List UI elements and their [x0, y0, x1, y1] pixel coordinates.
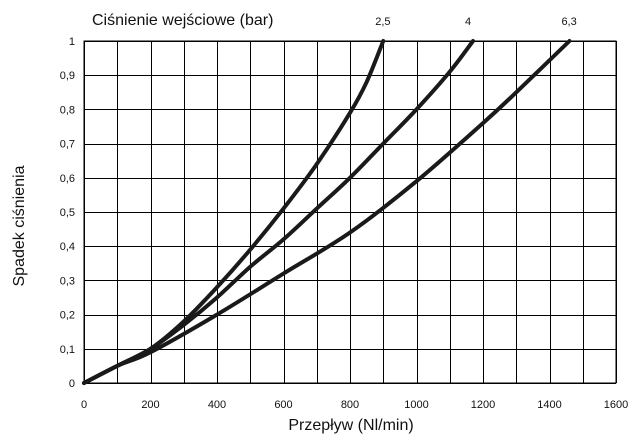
- y-tick-labels: 0 0,1 0,2 0,3 0,4 0,5 0,6 0,7 0,8 0,9 1: [60, 36, 75, 390]
- y-tick-label: 0: [69, 378, 75, 390]
- x-tick-label: 800: [341, 399, 359, 411]
- y-tick-label: 0,7: [60, 139, 75, 151]
- y-tick-label: 0,5: [60, 207, 75, 219]
- x-tick-label: 1000: [404, 399, 428, 411]
- x-tick-label: 600: [274, 399, 292, 411]
- x-axis-title: Przepływ (Nl/min): [288, 417, 413, 434]
- plot-frame: [83, 40, 617, 384]
- y-tick-label: 0,4: [60, 241, 75, 253]
- y-tick-label: 0,8: [60, 104, 75, 116]
- y-tick-label: 0,1: [60, 344, 75, 356]
- y-tick-label: 0,6: [60, 173, 75, 185]
- x-tick-label: 1600: [604, 399, 628, 411]
- x-tick-label: 0: [81, 399, 87, 411]
- y-tick-label: 0,3: [60, 275, 75, 287]
- x-tick-label: 1400: [537, 399, 561, 411]
- series-labels: 2,5 4 6,3: [375, 16, 576, 28]
- series-curves: [82, 39, 572, 385]
- x-tick-label: 1200: [471, 399, 495, 411]
- series-line-4: [82, 39, 476, 385]
- x-tick-labels: 0 200 400 600 800 1000 1200 1400 1600: [81, 399, 628, 411]
- y-axis-title: Spadek ciśnienia: [11, 165, 28, 286]
- x-tick-label: 400: [208, 399, 226, 411]
- grid: [84, 41, 617, 384]
- y-tick-label: 0,2: [60, 310, 75, 322]
- series-label: 6,3: [561, 16, 576, 28]
- chart-title: Ciśnienie wejściowe (bar): [92, 12, 273, 29]
- series-label: 4: [465, 16, 471, 28]
- x-tick-label: 200: [141, 399, 159, 411]
- series-line-6-3: [82, 39, 572, 385]
- series-label: 2,5: [375, 16, 390, 28]
- y-tick-label: 0,9: [60, 70, 75, 82]
- y-tick-label: 1: [69, 36, 75, 48]
